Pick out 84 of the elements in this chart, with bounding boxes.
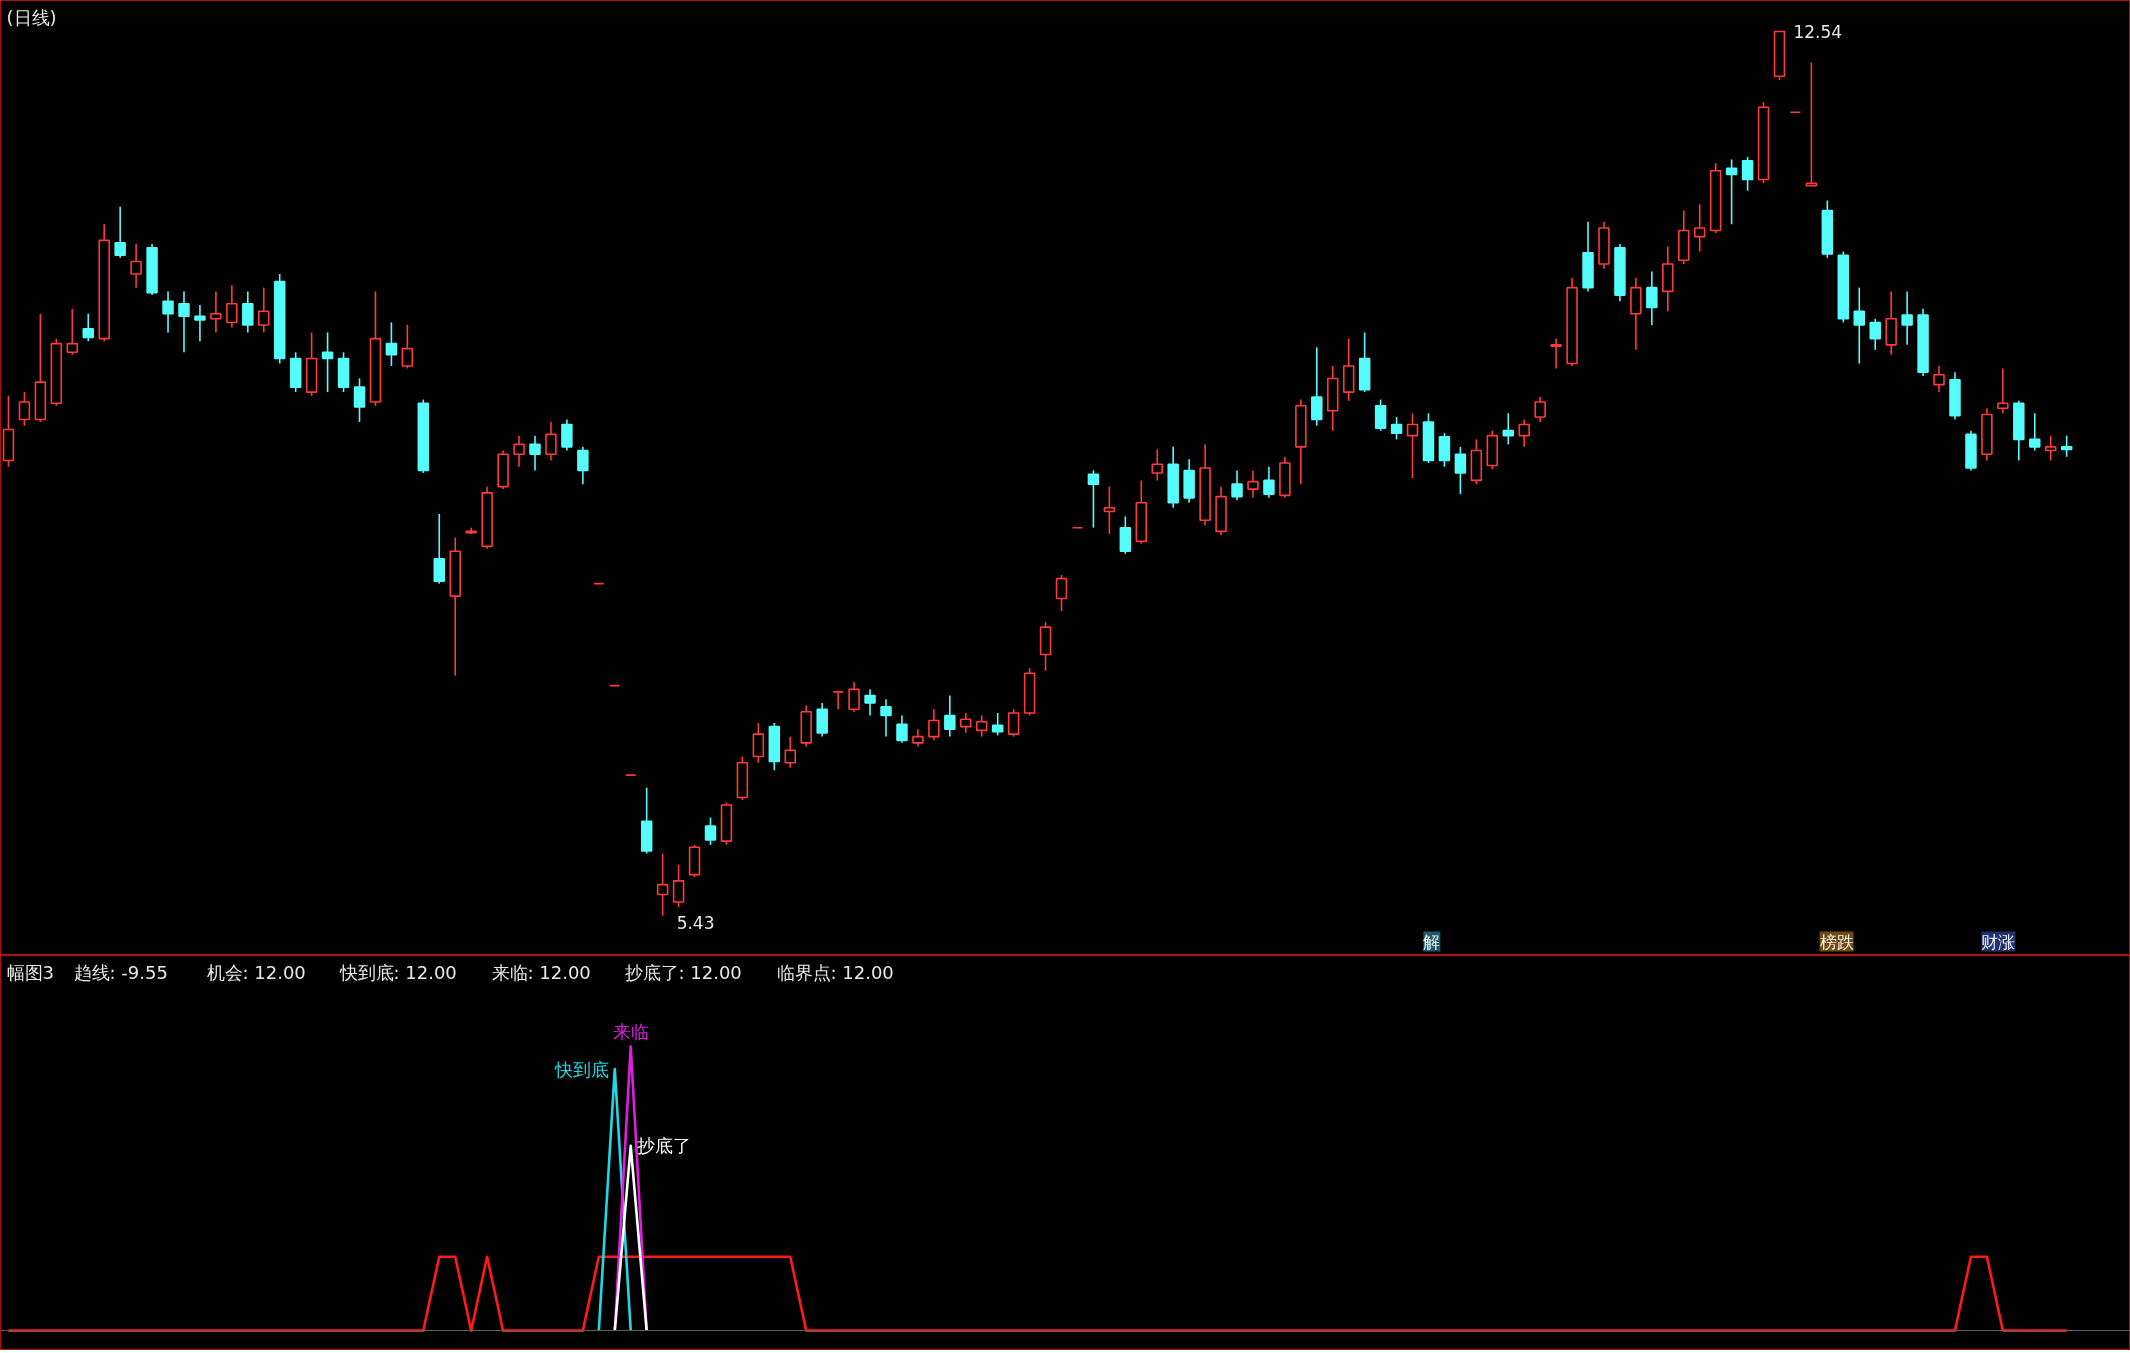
candlestick [975, 714, 988, 738]
candlestick [353, 377, 366, 423]
candlestick [656, 852, 669, 917]
candlestick [864, 688, 876, 717]
candlestick [1534, 396, 1546, 423]
candlestick [162, 290, 174, 334]
candlestick [1741, 156, 1754, 192]
candlestick [178, 290, 190, 354]
candlestick [816, 702, 828, 738]
text: 财涨 [1981, 931, 2016, 952]
candlestick [928, 708, 940, 742]
candlestick [1454, 446, 1467, 495]
candlestick [577, 446, 589, 485]
candlestick [1869, 317, 1881, 351]
candlestick [18, 391, 31, 427]
candlestick [82, 312, 94, 342]
candlestick [545, 421, 557, 462]
candlestick [1438, 432, 1451, 468]
candlestick [1805, 61, 1818, 187]
candlestick [1087, 469, 1100, 529]
candlestick [1933, 365, 1945, 393]
candlestick [114, 206, 126, 259]
candlestick [194, 304, 206, 342]
candlestick [2029, 412, 2041, 452]
candlestick [401, 324, 414, 370]
candlestick [944, 694, 956, 738]
text: 趋线: -9.55 [73, 961, 168, 983]
candlestick [1119, 515, 1132, 555]
candlestick [832, 691, 844, 711]
series-label: 抄底了 [636, 1135, 691, 1157]
candlestick [1646, 270, 1658, 326]
candlestick [130, 243, 142, 289]
candlestick [433, 513, 446, 585]
text: 榜跌 [1819, 931, 1854, 952]
candlestick [529, 434, 541, 472]
candlestick [385, 321, 398, 367]
candlestick [1693, 203, 1706, 253]
text: 来临: 12.00 [491, 961, 591, 983]
candlestick [1247, 469, 1259, 499]
text: 快到底: 12.00 [338, 961, 457, 983]
text: 解 [1423, 931, 1441, 952]
candlestick [1725, 158, 1738, 226]
series-label: 快到底 [553, 1058, 609, 1080]
candlestick [960, 712, 972, 734]
candlestick [752, 722, 765, 764]
candlestick [1151, 448, 1163, 482]
candlestick [1311, 346, 1323, 427]
candlestick [896, 714, 908, 744]
candlestick [848, 681, 860, 713]
candlestick [1406, 412, 1419, 479]
candlestick [242, 290, 254, 334]
candlestick [1901, 290, 1913, 346]
chart-title: 幅图3 [6, 961, 54, 983]
candlestick [513, 434, 525, 468]
candlestick [66, 307, 79, 356]
candlestick [561, 418, 573, 452]
chart-title: (日线) [6, 6, 57, 28]
candlestick [1263, 465, 1275, 499]
candlestick [880, 698, 892, 738]
text: 临界点: 12.00 [776, 961, 894, 983]
candlestick [210, 290, 222, 334]
candlestick [672, 863, 685, 908]
candlestick [1550, 337, 1562, 370]
candlestick [1231, 469, 1243, 502]
candlestick [1103, 485, 1116, 535]
candlestick [258, 286, 270, 334]
text: 机会: 12.00 [206, 961, 306, 983]
candlestick [1518, 418, 1530, 448]
candlestick [1390, 416, 1403, 441]
text: 抄底了: 12.00 [624, 961, 742, 983]
annotation: 12.54 [1793, 21, 1843, 42]
candlestick [226, 284, 238, 329]
candlestick [1055, 574, 1068, 612]
candlestick [1997, 367, 2009, 415]
candlestick [784, 735, 797, 769]
candlestick [1502, 412, 1514, 446]
candlestick [704, 816, 717, 846]
candlestick [1853, 286, 1866, 365]
series-label: 来临 [612, 1021, 649, 1043]
candlestick [2044, 434, 2057, 462]
candlestick [1374, 398, 1387, 432]
candlestick [1007, 708, 1020, 738]
candlestick [2060, 434, 2073, 458]
annotation: 5.43 [676, 912, 715, 933]
